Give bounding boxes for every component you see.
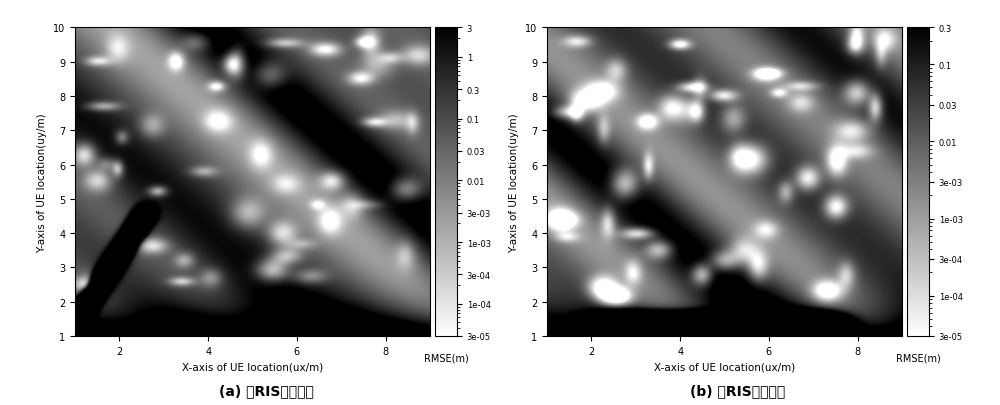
Text: (a) 单RIS辅助定位: (a) 单RIS辅助定位	[219, 383, 313, 397]
Y-axis label: Y-axis of UE location(uy/m): Y-axis of UE location(uy/m)	[509, 113, 519, 252]
Y-axis label: Y-axis of UE location(uy/m): Y-axis of UE location(uy/m)	[37, 113, 47, 252]
Text: RMSE(m): RMSE(m)	[896, 352, 940, 362]
X-axis label: X-axis of UE location(ux/m): X-axis of UE location(ux/m)	[654, 361, 795, 371]
X-axis label: X-axis of UE location(ux/m): X-axis of UE location(ux/m)	[182, 361, 323, 371]
Text: RMSE(m): RMSE(m)	[424, 352, 468, 362]
Text: (b) 双RIS辅助定位: (b) 双RIS辅助定位	[690, 383, 786, 397]
